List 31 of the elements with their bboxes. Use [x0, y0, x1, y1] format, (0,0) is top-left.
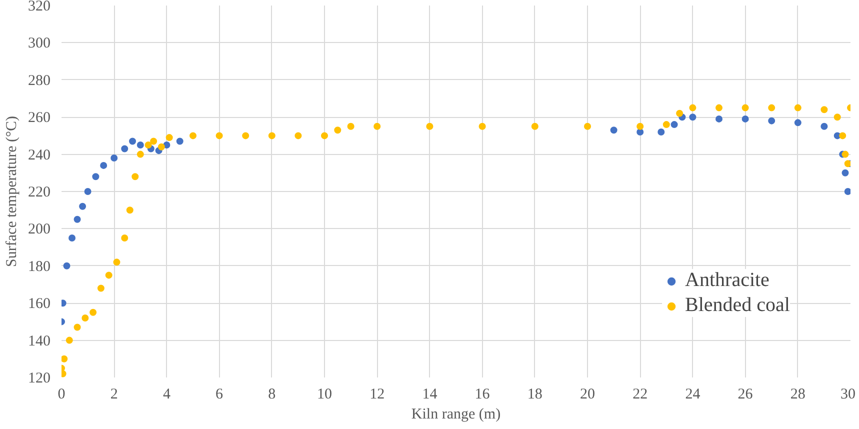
x-tick-label: 0	[58, 386, 66, 402]
y-axis-title: Surface temperature (°C)	[4, 116, 20, 267]
y-tick-label: 140	[28, 333, 50, 350]
x-tick-label: 16	[474, 386, 490, 402]
y-tick-label: 280	[28, 72, 50, 89]
y-tick-label: 320	[28, 0, 50, 14]
x-tick-label: 18	[527, 386, 542, 402]
y-tick-label: 120	[28, 370, 50, 386]
x-tick-label: 24	[685, 386, 701, 402]
x-tick-label: 28	[790, 386, 806, 402]
y-tick-label: 200	[28, 222, 50, 238]
y-tick-label: 240	[28, 147, 50, 164]
x-tick-label: 2	[110, 386, 118, 402]
x-tick-label: 4	[162, 386, 171, 402]
x-tick-label: 10	[317, 386, 332, 402]
x-tick-label: 6	[216, 386, 224, 402]
y-tick-label: 180	[28, 258, 50, 275]
x-tick-label: 20	[580, 386, 595, 402]
x-tick-label: 22	[632, 386, 648, 402]
y-tick-label: 300	[28, 36, 50, 52]
x-tick-label: 30	[840, 386, 856, 402]
legend-label: Blended coal	[685, 294, 790, 317]
legend-label: Anthracite	[685, 269, 770, 292]
x-tick-label: 8	[268, 386, 276, 402]
x-tick-label: 12	[370, 386, 385, 402]
y-tick-label: 160	[28, 296, 50, 312]
x-axis-title: Kiln range (m)	[411, 406, 501, 422]
y-tick-label: 260	[28, 110, 50, 126]
y-tick-label: 220	[28, 184, 50, 200]
x-tick-label: 14	[422, 386, 438, 402]
x-tick-label: 26	[738, 386, 754, 402]
